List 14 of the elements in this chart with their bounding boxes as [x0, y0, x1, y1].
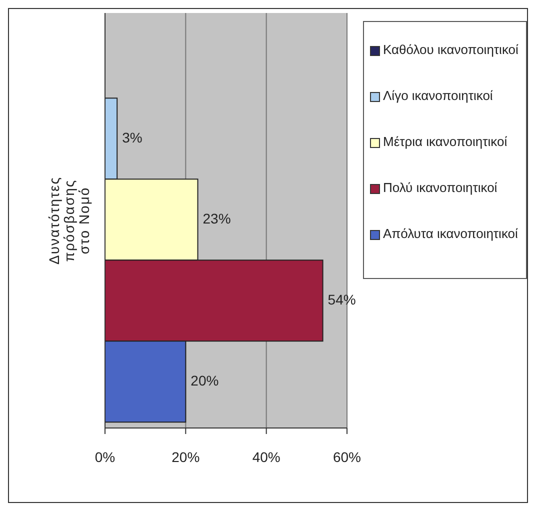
data-label: 3% — [122, 129, 142, 146]
x-tick-label: 40% — [252, 448, 280, 465]
legend-label: Απόλυτα ικανοποιητικοί — [383, 225, 518, 243]
data-label: 54% — [328, 291, 356, 308]
data-label: 20% — [190, 372, 219, 388]
legend-label: Πολύ ικανοποιητικοί — [383, 179, 498, 197]
legend-label: Λίγο ικανοποιητικοί — [383, 87, 493, 105]
x-tick-label: 60% — [332, 448, 362, 465]
x-tick-label: 20% — [172, 448, 200, 465]
legend-label: Καθόλου ικανοποιητικοί — [383, 41, 518, 59]
data-label: 23% — [202, 210, 231, 226]
legend-label: Μέτρια ικανοποιητικοί — [383, 133, 508, 151]
x-tick-label: 0% — [94, 448, 116, 465]
y-tick-label: Δυνατότητες πρόσβασης στο Νομό — [46, 176, 92, 265]
